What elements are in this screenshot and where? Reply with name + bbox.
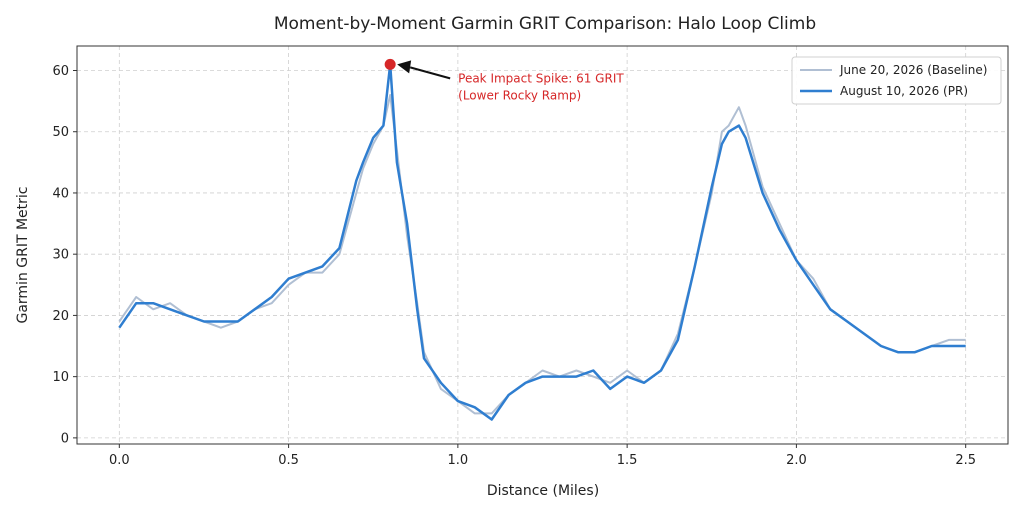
y-tick-label: 50 [52, 125, 69, 140]
annotation-layer: Peak Impact Spike: 61 GRIT (Lower Rocky … [384, 58, 624, 102]
legend-box [791, 56, 1002, 105]
y-tick-label: 30 [52, 248, 69, 263]
y-tick-label: 60 [52, 64, 69, 79]
peak-marker [384, 58, 396, 70]
x-tick-label: 0.5 [278, 453, 299, 468]
annotation-arrow [409, 66, 451, 80]
annotation-arrowhead [397, 60, 412, 74]
x-axis-label: Distance (Miles) [487, 483, 599, 499]
x-tick-label: 2.0 [786, 453, 807, 468]
legend: June 20, 2026 (Baseline) August 10, 2026… [791, 56, 1002, 105]
x-tick-label: 0.0 [109, 453, 130, 468]
y-tick-label: 40 [52, 186, 69, 201]
grid-layer [77, 46, 1008, 444]
y-tick-label: 0 [61, 431, 69, 446]
y-axis-label: Garmin GRIT Metric [15, 186, 31, 323]
series-line-pr [118, 63, 966, 421]
y-tick-label: 20 [52, 309, 69, 324]
chart-title: Moment-by-Moment Garmin GRIT Comparison:… [274, 14, 816, 34]
annotation-line-1: Peak Impact Spike: 61 GRIT [458, 71, 624, 85]
y-tick-label: 10 [52, 370, 69, 385]
legend-label-pr: August 10, 2026 (PR) [840, 84, 968, 98]
series-layer [118, 63, 966, 421]
annotation-line-2: (Lower Rocky Ramp) [458, 88, 581, 102]
x-tick-label: 2.5 [955, 453, 976, 468]
tick-layer: 0.0 0.5 1.0 1.5 2.0 2.5 0 10 20 30 40 50 60 [52, 64, 976, 468]
x-tick-label: 1.5 [617, 453, 638, 468]
x-tick-label: 1.0 [448, 453, 469, 468]
plot-frame [76, 45, 1009, 445]
legend-label-baseline: June 20, 2026 (Baseline) [839, 63, 987, 77]
